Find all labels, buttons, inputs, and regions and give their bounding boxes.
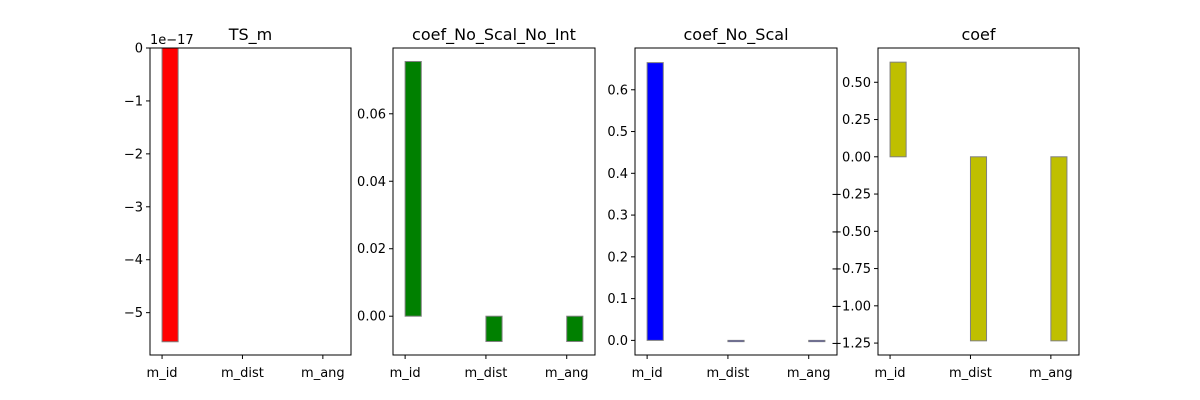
chart-title: TS_m bbox=[228, 25, 273, 45]
x-tick-label: m_id bbox=[632, 366, 663, 381]
plot-frame bbox=[149, 47, 352, 356]
x-tick-label: m_ang bbox=[301, 366, 345, 381]
y-tick-label: 0.4 bbox=[607, 167, 628, 182]
x-tick-label: m_ang bbox=[545, 366, 589, 381]
x-tick-label: m_id bbox=[390, 366, 421, 381]
x-tick-label: m_id bbox=[875, 366, 906, 381]
bar-m_ang bbox=[808, 339, 826, 343]
y-tick-label: 0.00 bbox=[842, 150, 871, 165]
y-tick-label: 0.04 bbox=[357, 175, 386, 190]
bar-m_ang bbox=[566, 315, 584, 343]
y-tick-label: −0.75 bbox=[831, 262, 871, 277]
bar-m_id bbox=[889, 61, 907, 158]
y-tick-label: 0.0 bbox=[607, 334, 628, 349]
y-tick-label: −4 bbox=[124, 253, 143, 268]
bar-m_id bbox=[646, 62, 664, 341]
bar-m_ang bbox=[1050, 156, 1068, 342]
x-tick-label: m_dist bbox=[221, 366, 264, 381]
y-tick-label: −3 bbox=[124, 200, 143, 215]
plot-frame bbox=[877, 47, 1080, 356]
x-tick-label: m_ang bbox=[787, 366, 831, 381]
bar-m_id bbox=[161, 47, 179, 343]
y-tick-label: −1.00 bbox=[831, 299, 871, 314]
x-tick-label: m_ang bbox=[1029, 366, 1073, 381]
bar-m_dist bbox=[969, 156, 988, 342]
y-tick-label: 0.06 bbox=[357, 107, 386, 122]
x-tick-label: m_dist bbox=[464, 366, 507, 381]
y-tick-label: 0.5 bbox=[607, 125, 628, 140]
chart-panel-2: 0.00 0.02 0.04 0.06 m_id m_dist m_ang coef_No_S… bbox=[357, 25, 596, 381]
x-tick-label: m_dist bbox=[706, 366, 749, 381]
chart-title: coef_No_Scal_No_Int bbox=[412, 25, 576, 45]
y-tick-label: −1.25 bbox=[831, 337, 871, 352]
chart-panel-1: 0 −1 −2 −3 −4 −5 m_id m_dist m_ang TS_m 1e−17 bbox=[124, 25, 352, 381]
bar-m_dist bbox=[485, 315, 503, 343]
y-tick-label: −5 bbox=[124, 306, 143, 321]
y-tick-label: 0.50 bbox=[842, 76, 871, 91]
y-tick-label: −2 bbox=[124, 147, 143, 162]
y-tick-label: 0.1 bbox=[607, 292, 628, 307]
x-tick-label: m_id bbox=[147, 366, 178, 381]
chart-panel-3: 0.0 0.1 0.2 0.3 0.4 0.5 0.6 m_id m_dist m_ang coef… bbox=[607, 25, 838, 381]
chart-panel-4: 0.50 0.25 0.00 −0.25 −0.50 −0.75 −1.00 −1.25 m_i… bbox=[831, 25, 1080, 381]
y-tick-label: 0.6 bbox=[607, 83, 628, 98]
y-tick-label: 0.2 bbox=[607, 250, 628, 265]
y-tick-label: 0.00 bbox=[357, 310, 386, 325]
y-tick-label: −0.50 bbox=[831, 225, 871, 240]
y-tick-label: −0.25 bbox=[831, 188, 871, 203]
y-tick-label: 0.3 bbox=[607, 209, 628, 224]
chart-title: coef bbox=[961, 25, 995, 44]
y-tick-label: 0.02 bbox=[357, 242, 386, 257]
plot-frame bbox=[634, 47, 838, 356]
chart-title: coef_No_Scal bbox=[683, 25, 788, 45]
y-tick-label: 0.25 bbox=[842, 113, 871, 128]
plot-frame bbox=[392, 47, 596, 356]
y-tick-label: 0 bbox=[135, 42, 143, 57]
bar-m_id bbox=[404, 60, 422, 317]
y-tick-label: −1 bbox=[124, 94, 143, 109]
bar-m_dist bbox=[727, 339, 745, 343]
axis-offset-label: 1e−17 bbox=[150, 33, 194, 48]
x-tick-label: m_dist bbox=[949, 366, 992, 381]
